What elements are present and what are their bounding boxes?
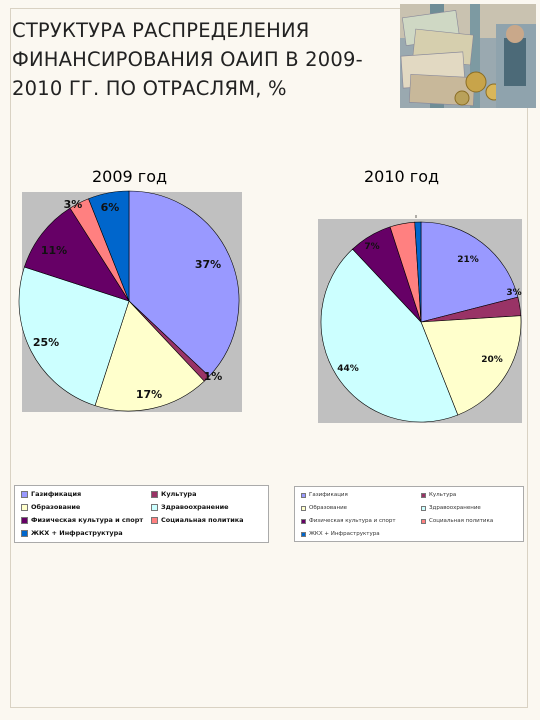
legend-item-healthcare: Здравоохранение <box>151 503 229 511</box>
pie-slice-healthcare <box>18 266 130 406</box>
legend-swatch <box>421 505 426 511</box>
legend-item-housing: ЖКХ + Инфраструктура <box>21 529 123 537</box>
title-line-2: ФИНАНСИРОВАНИЯ ОАИП В 2009- <box>12 48 363 71</box>
data-label-culture: 1% <box>204 370 223 383</box>
legend-label: Культура <box>429 492 457 498</box>
legend-label: Здравоохранение <box>429 505 481 511</box>
page-title: СТРУКТУРА РАСПРЕДЕЛЕНИЯ ФИНАНСИРОВАНИЯ О… <box>12 16 392 103</box>
legend-swatch <box>21 529 28 537</box>
legend-label: Образование <box>31 503 81 511</box>
legend-swatch <box>21 516 28 524</box>
data-label-education: 17% <box>136 388 162 401</box>
pie-slice-healthcare <box>320 248 459 423</box>
legend-label: Физическая культура и спорт <box>31 516 144 524</box>
pie-slice-gasification <box>128 190 240 377</box>
legend-label: Здравоохранение <box>161 503 229 511</box>
legend-label: ЖКХ + Инфраструктура <box>309 531 380 537</box>
data-label-gasification: 21% <box>457 255 479 265</box>
pie-slice-housing <box>414 221 422 323</box>
legend-item-education: Образование <box>301 505 347 511</box>
legend-label: Социальная политика <box>161 516 244 524</box>
legend-item-gasification: Газификация <box>21 490 81 498</box>
title-line-1: СТРУКТУРА РАСПРЕДЕЛЕНИЯ <box>12 19 310 42</box>
legend-swatch <box>151 490 158 498</box>
legend-swatch <box>301 518 306 524</box>
data-label-social: 4% <box>386 215 401 218</box>
legend-item-housing: ЖКХ + Инфраструктура <box>301 531 380 537</box>
legend-label: Образование <box>309 505 348 511</box>
legend-swatch <box>301 492 306 498</box>
legend-swatch <box>151 503 158 511</box>
title-line-3: 2010 ГГ. ПО ОТРАСЛЯМ, % <box>12 77 287 100</box>
data-label-sport: 7% <box>364 242 379 252</box>
pie-svg-0: 37% 1% 17% 25% 11% 3% 6% <box>18 190 242 412</box>
legend-item-sport: Физическая культура и спорт <box>301 518 396 524</box>
legend-2009: Газификация Культура Образование Здравоохра… <box>14 485 269 543</box>
data-label-culture: 3% <box>506 288 521 298</box>
data-label-sport: 11% <box>41 244 67 257</box>
legend-label: Социальная политика <box>429 518 494 524</box>
legend-swatch <box>301 531 306 537</box>
chart-1-title: 2009 год <box>92 167 168 186</box>
pie-slice-education <box>94 300 205 412</box>
data-label-healthcare: 25% <box>33 336 59 349</box>
legend-swatch <box>301 505 306 511</box>
data-label-education: 20% <box>481 355 503 365</box>
legend-item-sport: Физическая культура и спорт <box>21 516 143 524</box>
legend-2010: Газификация Культура Образование Здравоохра… <box>294 486 524 542</box>
pie-slice-education <box>420 315 522 416</box>
legend-item-social: Социальная политика <box>421 518 493 524</box>
pie-svg-1: 21% 3% 20% 44% 7% 4% 1% <box>318 208 522 423</box>
legend-item-social: Социальная политика <box>151 516 244 524</box>
legend-item-healthcare: Здравоохранение <box>421 505 481 511</box>
pie-chart-2009: 37% 1% 17% 25% 11% 3% 6% <box>14 188 242 414</box>
legend-item-education: Образование <box>21 503 80 511</box>
legend-swatch <box>21 490 28 498</box>
data-label-housing: 6% <box>101 201 120 214</box>
pie-slice-housing <box>88 190 130 302</box>
legend-swatch <box>21 503 28 511</box>
legend-swatch <box>421 492 426 498</box>
data-label-gasification: 37% <box>195 258 221 271</box>
pie-slice-gasification <box>420 221 519 323</box>
slide-frame <box>10 8 528 708</box>
legend-label: Физическая культура и спорт <box>309 518 396 524</box>
chart-2-title: 2010 год <box>364 167 440 186</box>
legend-label: Газификация <box>31 490 82 498</box>
legend-label: ЖКХ + Инфраструктура <box>31 529 123 537</box>
pie-chart-2010: 21% 3% 20% 44% 7% 4% 1% <box>314 208 524 423</box>
legend-item-gasification: Газификация <box>301 492 348 498</box>
data-label-social: 3% <box>64 198 83 211</box>
money-photo <box>400 4 536 108</box>
data-label-healthcare: 44% <box>337 364 359 374</box>
legend-item-culture: Культура <box>421 492 456 498</box>
legend-swatch <box>421 518 426 524</box>
pie-slice-sport <box>24 207 130 302</box>
legend-item-culture: Культура <box>151 490 196 498</box>
data-label-housing: 1% <box>420 215 435 218</box>
legend-label: Культура <box>161 490 197 498</box>
legend-label: Газификация <box>309 492 348 498</box>
legend-swatch <box>151 516 158 524</box>
